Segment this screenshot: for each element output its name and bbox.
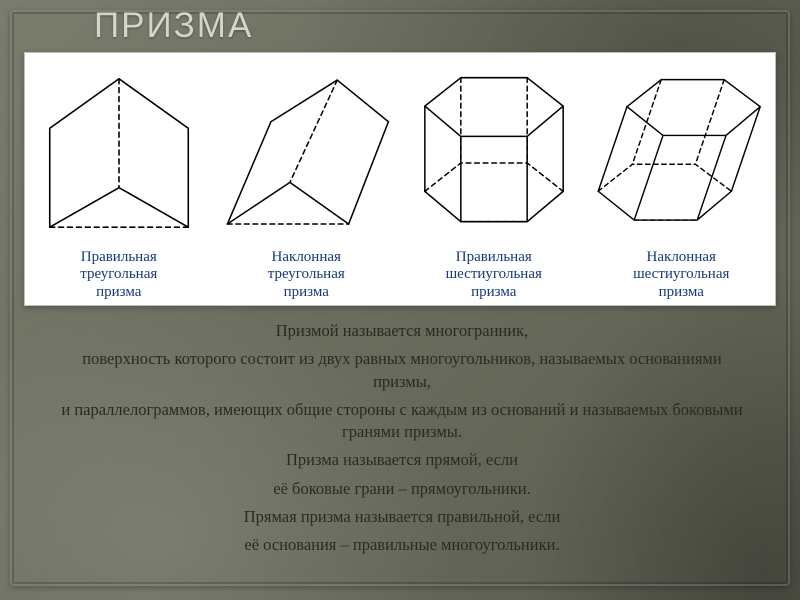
prism-tri-oblique-icon <box>216 59 396 247</box>
prism-cell-tri-oblique: Наклоннаятреугольнаяпризма <box>213 53 401 305</box>
slide: ПРИЗМА Правильнаятреугольнаяпризма Наклон… <box>0 0 800 600</box>
straight-line-2: её боковые грани – прямоугольники. <box>52 478 752 500</box>
prism-caption-hex-oblique: Наклоннаяшестиугольнаяпризма <box>633 249 729 301</box>
definition-line-2: поверхность которого состоит из двух рав… <box>52 348 752 393</box>
body-text: Призмой называется многогранник, поверхн… <box>52 320 752 562</box>
prism-cell-hex-right: Правильнаяшестиугольнаяпризма <box>400 53 588 305</box>
regular-line-2: её основания – правильные многоугольники… <box>52 534 752 556</box>
regular-line-1: Прямая призма называется правильной, есл… <box>52 506 752 528</box>
prism-cell-tri-right: Правильнаятреугольнаяпризма <box>25 53 213 305</box>
prism-tri-right-icon <box>29 59 209 247</box>
definition-line-1: Призмой называется многогранник, <box>52 320 752 342</box>
prism-hex-oblique-icon <box>591 59 771 247</box>
diagram-panel: Правильнаятреугольнаяпризма Наклоннаятреу… <box>24 52 776 306</box>
prism-caption-tri-oblique: Наклоннаятреугольнаяпризма <box>268 249 345 301</box>
page-title: ПРИЗМА <box>94 6 253 46</box>
prism-caption-tri-right: Правильнаятреугольнаяпризма <box>80 249 157 301</box>
straight-line-1: Призма называется прямой, если <box>52 449 752 471</box>
definition-line-3: и параллелограммов, имеющих общие сторон… <box>52 399 752 444</box>
prism-caption-hex-right: Правильнаяшестиугольнаяпризма <box>446 249 542 301</box>
prism-hex-right-icon <box>404 59 584 247</box>
prism-cell-hex-oblique: Наклоннаяшестиугольнаяпризма <box>588 53 776 305</box>
